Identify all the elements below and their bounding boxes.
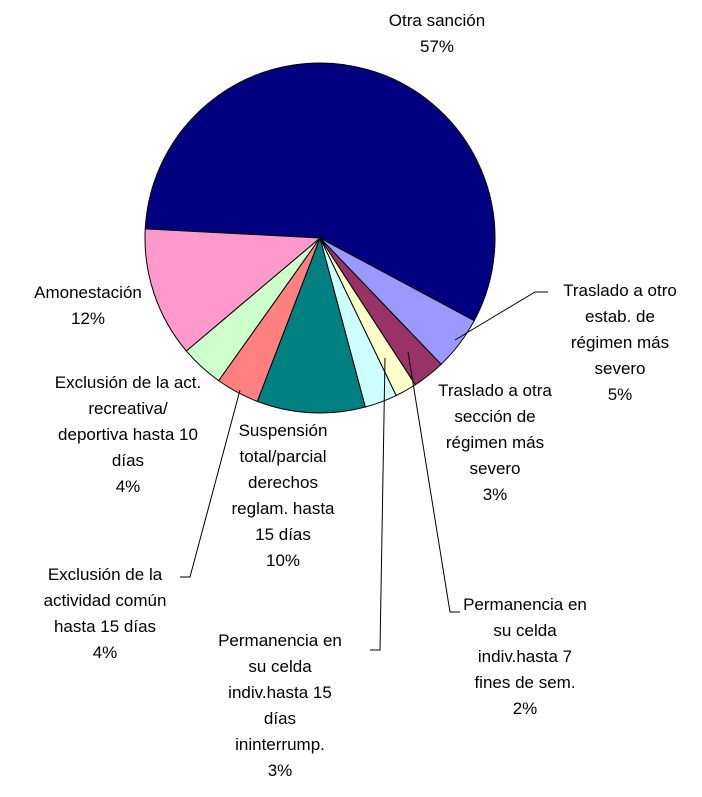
leader-line	[454, 291, 548, 341]
category-name: Traslado a otro estab. de régimen más se…	[563, 281, 677, 378]
leader-line	[180, 389, 241, 578]
category-name: Suspensión total/parcial derechos reglam…	[231, 421, 335, 544]
category-name: Amonestación	[34, 283, 142, 302]
value-label: 3%	[267, 761, 293, 780]
category-name: Permanencia en su celda indiv.hasta 15 d…	[218, 631, 342, 754]
pie-slice	[256, 236, 366, 414]
slice-label: Amonestación 12%	[13, 280, 163, 332]
value-label: 57%	[419, 37, 455, 56]
category-name: Otra sanción	[388, 11, 486, 30]
category-name: Exclusión de la actividad común hasta 15…	[43, 565, 167, 636]
value-label: 4%	[115, 477, 141, 496]
value-label: 3%	[482, 485, 508, 504]
slice-label: Permanencia en su celda indiv.hasta 7 fi…	[463, 592, 588, 722]
leader-line	[407, 351, 460, 613]
pie-slice	[144, 228, 322, 352]
category-name: Traslado a otra sección de régimen más s…	[438, 381, 552, 478]
leader-line	[370, 357, 386, 651]
category-name: Exclusión de la act. recreativa/ deporti…	[54, 373, 202, 470]
value-label: 12%	[70, 309, 106, 328]
value-label: 4%	[92, 643, 118, 662]
value-label: 5%	[607, 385, 633, 404]
category-name: Permanencia en su celda indiv.hasta 7 fi…	[463, 595, 587, 692]
value-label: 10%	[265, 551, 301, 570]
slice-label: Otra sanción 57%	[357, 8, 517, 60]
slice-label: Traslado a otra sección de régimen más s…	[430, 378, 560, 508]
slice-label: Permanencia en su celda indiv.hasta 15 d…	[218, 628, 343, 784]
slice-label: Suspensión total/parcial derechos reglam…	[226, 418, 341, 574]
slice-label: Exclusión de la actividad común hasta 15…	[35, 562, 175, 666]
pie-slice	[144, 62, 496, 322]
slice-label: Traslado a otro estab. de régimen más se…	[555, 278, 685, 408]
value-label: 2%	[512, 699, 538, 718]
slice-label: Exclusión de la act. recreativa/ deporti…	[53, 370, 203, 500]
